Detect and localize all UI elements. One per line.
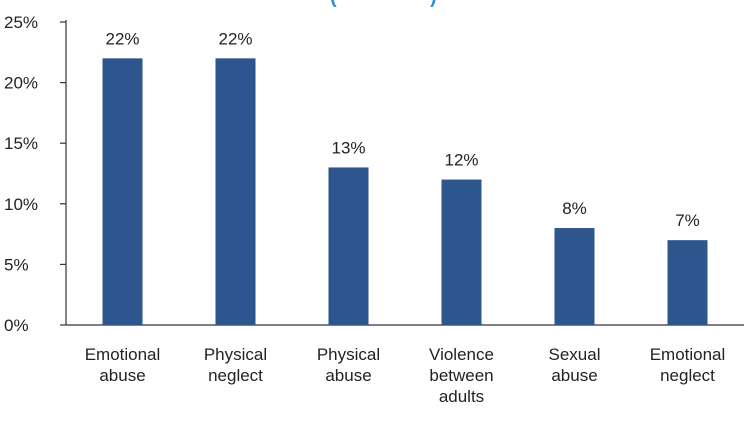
bar — [102, 58, 143, 326]
x-category-label: Emotional abuse — [85, 345, 161, 385]
y-tick-label: 10% — [4, 195, 38, 214]
y-axis-tick-labels: 0% 5% 10% 15% 20% 25% — [4, 13, 38, 335]
x-category-label: Emotional neglect — [650, 345, 726, 385]
x-category-label-line: Sexual — [549, 345, 601, 364]
data-label: 12% — [444, 151, 478, 170]
x-category-label-line: abuse — [99, 366, 145, 385]
bars — [102, 58, 708, 326]
x-category-label-line: Emotional — [85, 345, 161, 364]
x-category-label-line: adults — [439, 387, 484, 406]
x-category-label-line: neglect — [208, 366, 263, 385]
bar — [554, 228, 595, 325]
axes — [60, 20, 744, 326]
data-labels: 22% 22% 13% 12% 8% 7% — [105, 29, 699, 230]
bar — [328, 167, 369, 325]
x-category-label-line: Violence — [429, 345, 494, 364]
chart-title-partial: ( ) — [330, 0, 437, 8]
x-category-label-line: abuse — [325, 366, 371, 385]
y-tick-label: 0% — [4, 316, 29, 335]
x-category-label-line: between — [429, 366, 493, 385]
x-category-label: Violence between adults — [429, 345, 494, 406]
data-label: 8% — [562, 199, 587, 218]
y-tick-label: 15% — [4, 134, 38, 153]
x-category-label-line: Physical — [204, 345, 267, 364]
x-category-label-line: Physical — [317, 345, 380, 364]
x-category-label-line: Emotional — [650, 345, 726, 364]
data-label: 22% — [105, 29, 139, 48]
x-axis-category-labels: Emotional abuse Physical neglect Physical abu… — [85, 345, 726, 406]
data-label: 13% — [331, 138, 365, 157]
x-category-label-line: abuse — [551, 366, 597, 385]
y-tick-label: 25% — [4, 13, 38, 32]
data-label: 7% — [675, 211, 700, 230]
x-category-label: Physical neglect — [204, 345, 267, 385]
bar — [215, 58, 256, 326]
y-tick-label: 20% — [4, 74, 38, 93]
title-fragment-right: ) — [430, 0, 437, 8]
bar — [441, 179, 482, 325]
y-tick-label: 5% — [4, 255, 29, 274]
x-category-label: Sexual abuse — [549, 345, 601, 385]
x-category-label: Physical abuse — [317, 345, 380, 385]
data-label: 22% — [218, 29, 252, 48]
title-fragment-left: ( — [330, 0, 337, 8]
x-category-label-line: neglect — [660, 366, 715, 385]
bar — [667, 240, 708, 325]
